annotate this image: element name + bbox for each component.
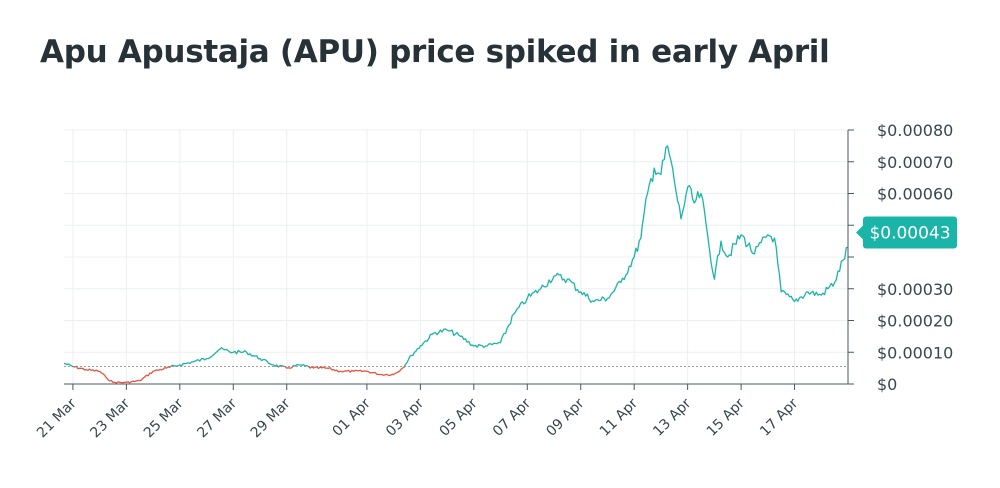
x-tick-label: 07 Apr: [490, 395, 534, 439]
callout-pointer: [856, 225, 863, 240]
x-tick-label: 23 Mar: [87, 395, 133, 441]
x-tick-label: 11 Apr: [597, 395, 641, 439]
y-tick-label: $0.00080: [877, 121, 953, 140]
y-tick-label: $0.00010: [877, 343, 953, 362]
y-tick-label: $0.00070: [877, 153, 953, 172]
price-line-below: [71, 366, 406, 384]
x-tick-label: 17 Apr: [757, 395, 801, 439]
grid-lines: [64, 129, 848, 385]
axes: $0$0.00010$0.00020$0.00030$0.00050$0.000…: [34, 121, 953, 441]
x-tick-label: 05 Apr: [436, 395, 480, 439]
page-title: Apu Apustaja (APU) price spiked in early…: [40, 34, 830, 70]
series-layer: [64, 145, 848, 384]
x-tick-label: 03 Apr: [383, 395, 427, 439]
x-tick-label: 21 Mar: [34, 395, 80, 441]
price-line-above: [64, 145, 848, 367]
x-tick-label: 13 Apr: [650, 395, 694, 439]
y-tick-label: $0.00020: [877, 312, 953, 331]
x-tick-label: 25 Mar: [141, 395, 187, 441]
last-value-callout: $0.00043: [856, 216, 957, 249]
callout-box: [863, 216, 957, 249]
callout-value: $0.00043: [869, 223, 950, 243]
y-tick-label: $0.00030: [877, 280, 953, 299]
x-tick-label: 15 Apr: [704, 395, 748, 439]
x-tick-label: 01 Apr: [330, 395, 374, 439]
y-tick-label: $0: [877, 375, 897, 394]
x-tick-label: 27 Mar: [194, 395, 240, 441]
x-tick-label: 29 Mar: [248, 395, 294, 441]
x-tick-label: 09 Apr: [543, 395, 587, 439]
y-tick-label: $0.00060: [877, 185, 953, 204]
